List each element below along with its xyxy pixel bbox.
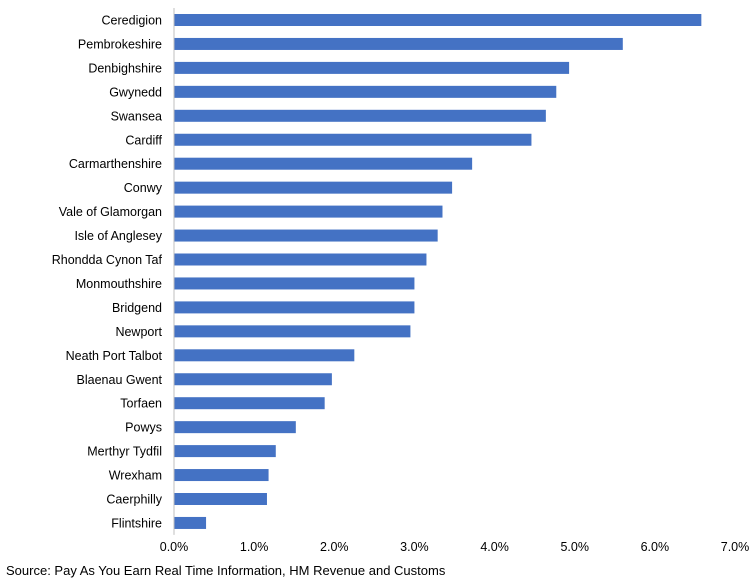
category-label-newport: Newport: [115, 325, 162, 339]
category-label-isle-of-anglesey: Isle of Anglesey: [74, 229, 162, 243]
bar-gwynedd: [174, 85, 557, 98]
x-tick-label: 2.0%: [320, 540, 349, 554]
x-tick-labels: 0.0% 1.0% 2.0% 3.0% 4.0% 5.0% 6.0% 7.0%: [160, 540, 750, 554]
category-label-blaenau-gwent: Blaenau Gwent: [77, 373, 163, 387]
category-label-bridgend: Bridgend: [112, 301, 162, 315]
bar-pembrokeshire: [174, 37, 623, 50]
category-label-merthyr-tydfil: Merthyr Tydfil: [87, 445, 162, 459]
category-label-flintshire: Flintshire: [111, 516, 162, 530]
bar-powys: [174, 421, 296, 434]
category-label-pembrokeshire: Pembrokeshire: [78, 37, 162, 51]
bar-monmouthshire: [174, 277, 415, 290]
x-tick-label: 1.0%: [240, 540, 269, 554]
category-label-wrexham: Wrexham: [109, 469, 162, 483]
bar-rhondda-cynon-taf: [174, 253, 427, 266]
category-label-cardiff: Cardiff: [125, 133, 162, 147]
bar-torfaen: [174, 397, 325, 410]
bar-caerphilly: [174, 493, 267, 505]
x-tick-label: 6.0%: [641, 540, 670, 554]
category-label-ceredigion: Ceredigion: [102, 14, 163, 28]
x-tick-label: 7.0%: [721, 540, 750, 554]
category-label-denbighshire: Denbighshire: [88, 61, 162, 75]
chart-canvas: Ceredigion Pembrokeshire Denbighshire Gwyne…: [52, 8, 750, 554]
bar-bridgend: [174, 301, 415, 314]
bar-ceredigion: [174, 14, 702, 26]
bar-denbighshire: [174, 61, 570, 74]
x-tick-label: 4.0%: [480, 540, 509, 554]
bar-flintshire: [174, 516, 207, 529]
bar-carmarthenshire: [174, 157, 473, 170]
category-label-powys: Powys: [125, 421, 162, 435]
category-label-rhondda-cynon-taf: Rhondda Cynon Taf: [52, 253, 163, 267]
bar-vale-of-glamorgan: [174, 205, 443, 218]
category-label-gwynedd: Gwynedd: [109, 85, 162, 99]
bar-cardiff: [174, 133, 532, 146]
category-label-swansea: Swansea: [111, 109, 162, 123]
source-note: Source: Pay As You Earn Real Time Inform…: [6, 563, 446, 578]
x-tick-label: 0.0%: [160, 540, 189, 554]
bar-wrexham: [174, 469, 269, 482]
bar-merthyr-tydfil: [174, 445, 276, 458]
category-label-carmarthenshire: Carmarthenshire: [69, 157, 162, 171]
bar-swansea: [174, 109, 546, 122]
bar-chart: Ceredigion Pembrokeshire Denbighshire Gwyne…: [52, 8, 750, 554]
category-label-monmouthshire: Monmouthshire: [76, 277, 162, 291]
category-labels: Ceredigion Pembrokeshire Denbighshire Gwyne…: [52, 14, 163, 531]
category-label-caerphilly: Caerphilly: [106, 493, 162, 507]
category-label-vale-of-glamorgan: Vale of Glamorgan: [59, 205, 162, 219]
category-label-neath-port-talbot: Neath Port Talbot: [66, 349, 163, 363]
bar-newport: [174, 325, 411, 338]
bars-group: [174, 14, 702, 529]
x-tick-label: 3.0%: [400, 540, 429, 554]
bar-conwy: [174, 181, 453, 194]
bar-isle-of-anglesey: [174, 229, 438, 242]
bar-blaenau-gwent: [174, 373, 332, 386]
bar-neath-port-talbot: [174, 349, 355, 362]
category-label-torfaen: Torfaen: [120, 397, 162, 411]
category-label-conwy: Conwy: [124, 181, 163, 195]
x-tick-label: 5.0%: [560, 540, 589, 554]
